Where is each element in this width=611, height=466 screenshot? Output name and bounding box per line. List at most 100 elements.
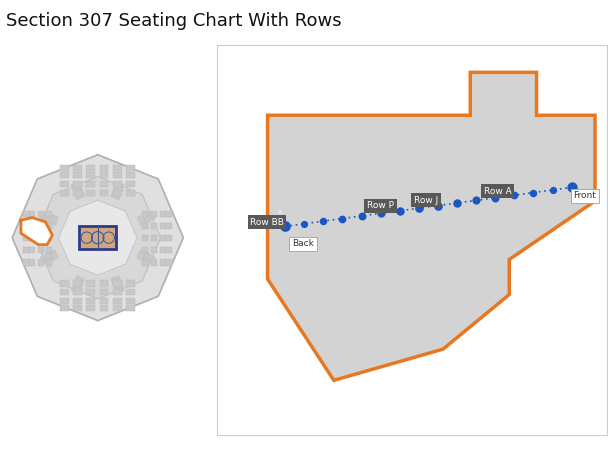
Point	[299, 220, 309, 227]
Polygon shape	[143, 253, 155, 263]
Polygon shape	[111, 275, 123, 288]
Bar	[46, 247, 53, 254]
Bar	[46, 223, 53, 229]
Bar	[29, 223, 35, 229]
Bar	[73, 172, 82, 178]
Bar	[60, 181, 68, 187]
Bar	[100, 165, 108, 171]
Bar	[86, 172, 95, 178]
Bar	[46, 235, 53, 241]
Point	[491, 194, 500, 201]
Bar	[73, 281, 82, 287]
Point	[452, 199, 462, 207]
Bar	[126, 289, 135, 295]
Polygon shape	[73, 187, 85, 200]
Bar	[86, 165, 95, 171]
Point	[395, 207, 404, 214]
Bar	[37, 260, 43, 266]
Text: Row P: Row P	[367, 201, 394, 210]
Text: A: A	[278, 211, 282, 215]
Bar	[166, 247, 172, 254]
Bar	[159, 235, 166, 241]
Point	[414, 205, 423, 212]
Bar	[60, 298, 68, 304]
Bar	[86, 305, 95, 311]
Bar	[100, 281, 108, 287]
Bar	[73, 289, 82, 295]
Bar	[159, 260, 166, 266]
Polygon shape	[71, 182, 82, 194]
Bar	[23, 223, 29, 229]
Bar	[23, 211, 29, 217]
Bar	[73, 298, 82, 304]
Bar	[151, 260, 157, 266]
Bar	[73, 190, 82, 196]
Bar	[46, 260, 53, 266]
Polygon shape	[21, 218, 53, 245]
Bar	[166, 223, 172, 229]
Bar	[142, 235, 148, 241]
Bar	[86, 181, 95, 187]
Bar	[37, 223, 43, 229]
Bar	[86, 281, 95, 287]
Bar	[142, 260, 148, 266]
Bar	[60, 281, 68, 287]
Point	[529, 189, 538, 196]
Bar	[23, 235, 29, 241]
Bar	[100, 305, 108, 311]
Bar	[126, 281, 135, 287]
Point	[510, 192, 519, 199]
Polygon shape	[59, 200, 137, 275]
Bar	[100, 181, 108, 187]
Bar	[29, 211, 35, 217]
Bar	[126, 305, 135, 311]
Bar	[151, 211, 157, 217]
Bar	[60, 172, 68, 178]
Point	[357, 212, 367, 219]
Bar	[151, 235, 157, 241]
Text: Row A: Row A	[484, 187, 511, 196]
Bar	[60, 165, 68, 171]
Text: Back: Back	[292, 240, 314, 248]
Bar	[159, 223, 166, 229]
Bar	[159, 211, 166, 217]
Text: Section 307 Seating Chart With Rows: Section 307 Seating Chart With Rows	[6, 12, 342, 30]
Bar	[126, 181, 135, 187]
Point	[280, 223, 290, 230]
Bar	[126, 165, 135, 171]
Polygon shape	[137, 213, 150, 225]
Polygon shape	[45, 213, 59, 225]
Bar	[73, 181, 82, 187]
Bar	[113, 181, 122, 187]
Polygon shape	[45, 250, 59, 262]
Point	[567, 184, 577, 191]
Bar	[29, 235, 35, 241]
Bar	[86, 289, 95, 295]
Polygon shape	[40, 212, 53, 222]
Bar	[60, 305, 68, 311]
Bar	[142, 211, 148, 217]
Bar	[126, 298, 135, 304]
Bar	[100, 289, 108, 295]
Bar	[113, 172, 122, 178]
Bar	[126, 190, 135, 196]
Bar	[159, 247, 166, 254]
Bar	[142, 223, 148, 229]
Polygon shape	[268, 72, 595, 380]
Polygon shape	[73, 275, 85, 288]
Polygon shape	[111, 187, 123, 200]
Bar	[29, 247, 35, 254]
Bar	[73, 305, 82, 311]
Text: Front: Front	[574, 192, 596, 200]
Bar	[166, 235, 172, 241]
Point	[337, 215, 347, 222]
Bar	[46, 211, 53, 217]
Text: Row BB: Row BB	[250, 218, 284, 227]
Bar	[166, 211, 172, 217]
Point	[471, 197, 481, 204]
Bar	[151, 247, 157, 254]
Bar	[113, 305, 122, 311]
Polygon shape	[71, 281, 82, 294]
Polygon shape	[35, 177, 161, 299]
Bar	[113, 281, 122, 287]
